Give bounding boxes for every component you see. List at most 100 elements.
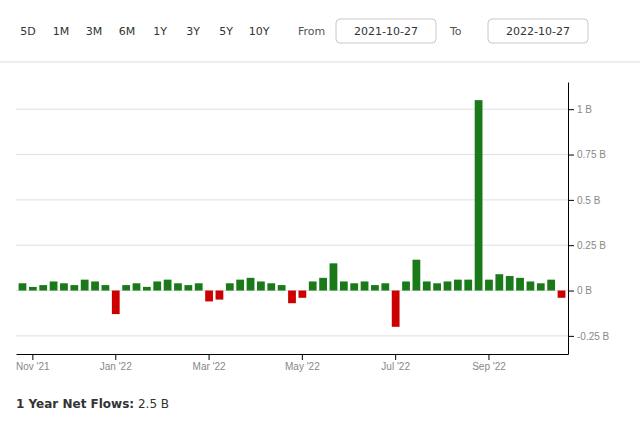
x-tick-label: Jul '22 [381, 361, 410, 372]
bar [102, 285, 110, 290]
bar [444, 281, 452, 290]
bar [267, 283, 275, 290]
bar [236, 280, 244, 291]
bar [371, 285, 379, 290]
y-tick: 0 B [568, 285, 592, 296]
x-tick-label: Jan '22 [100, 361, 132, 372]
bar [174, 283, 182, 290]
header-separator [0, 62, 640, 63]
grid-line [16, 154, 568, 155]
x-tick-label: Mar '22 [193, 361, 226, 372]
bar [392, 291, 400, 327]
x-axis-line [17, 354, 569, 355]
bar [309, 281, 317, 290]
bar [485, 280, 493, 291]
date-value[interactable]: 2021-10-27 [354, 25, 418, 38]
bar [29, 287, 37, 291]
footer-value: 2.5 B [134, 397, 169, 411]
y-tick-label: 1 B [577, 104, 592, 115]
x-tick-mark [209, 354, 210, 360]
bar [433, 283, 441, 290]
chart: 5D 1M 3M 6M 1Y 3Y 5Y 10Y From 2021-10-27 To 2022-10… [0, 0, 640, 426]
period-button[interactable]: 1M [53, 25, 70, 38]
bar [319, 278, 327, 291]
y-tick: 0.5 B [568, 195, 601, 206]
period-button[interactable]: 3M [86, 25, 103, 38]
bar [153, 281, 161, 290]
period-button[interactable]: 6M [119, 25, 136, 38]
bar [133, 283, 141, 290]
bar [122, 285, 130, 290]
y-tick-label: 0.25 B [577, 240, 606, 251]
bar [164, 280, 172, 291]
bar [350, 283, 358, 290]
x-tick-label: Nov '21 [16, 361, 50, 372]
footer: 1 Year Net Flows: 2.5 B [16, 397, 169, 411]
date-value[interactable]: 2022-10-27 [506, 25, 570, 38]
period-button[interactable]: 5Y [219, 25, 233, 38]
y-axis-line [568, 83, 569, 355]
bar [361, 281, 369, 290]
grid-line [16, 335, 568, 336]
y-tick-mark [568, 336, 574, 337]
period-button[interactable]: 5D [20, 25, 35, 38]
date-label: To [449, 25, 462, 38]
y-axis: -0.25 B 0 B 0.25 B 0.5 B 0.75 B 1 B [568, 83, 610, 355]
bar [70, 285, 78, 290]
y-tick-mark [568, 291, 574, 292]
bar [112, 291, 120, 315]
y-tick-label: 0 B [577, 285, 592, 296]
bar [475, 100, 483, 290]
bar [506, 276, 514, 291]
date-box[interactable] [488, 19, 588, 43]
bar [216, 291, 224, 300]
bar [330, 263, 338, 290]
y-tick: 0.25 B [568, 240, 606, 251]
x-tick-mark [488, 354, 489, 360]
bar [547, 280, 555, 291]
y-tick: -0.25 B [568, 331, 610, 342]
bar [454, 280, 462, 291]
bar [558, 291, 566, 298]
x-tick: Mar '22 [193, 354, 226, 372]
period-button[interactable]: 3Y [186, 25, 200, 38]
date-label: From [298, 25, 325, 38]
bar [288, 291, 296, 304]
bar [278, 285, 286, 290]
grid-line [16, 199, 568, 200]
y-tick-mark [568, 109, 574, 110]
y-tick-label: 0.5 B [577, 195, 601, 206]
bar [413, 260, 421, 291]
x-tick-label: Sep '22 [472, 361, 506, 372]
x-tick: Jan '22 [100, 354, 132, 372]
x-tick-mark [115, 354, 116, 360]
y-tick-mark [568, 200, 574, 201]
period-button[interactable]: 1Y [153, 25, 167, 38]
bar [298, 291, 306, 298]
x-tick-mark [395, 354, 396, 360]
grid-line [16, 245, 568, 246]
bar [423, 281, 431, 290]
bar [537, 283, 545, 290]
header: 5D 1M 3M 6M 1Y 3Y 5Y 10Y From 2021-10-27 To 2022-10… [20, 19, 588, 43]
y-tick-label: -0.25 B [577, 331, 610, 342]
date-box[interactable] [336, 19, 436, 43]
x-tick: Jul '22 [381, 354, 410, 372]
bar [247, 278, 255, 291]
x-tick: Nov '21 [16, 354, 50, 372]
bar [143, 287, 151, 291]
y-tick: 1 B [568, 104, 592, 115]
bars [19, 100, 566, 327]
x-axis: Nov '21 Jan '22 Mar '22 May '22 Jul '22 Sep '… [16, 354, 568, 372]
x-tick: Sep '22 [472, 354, 506, 372]
bar [91, 281, 99, 290]
grid [16, 109, 568, 336]
bar [381, 283, 389, 290]
y-tick: 0.75 B [568, 149, 606, 160]
bar [195, 283, 203, 290]
bar [464, 280, 472, 291]
period-button[interactable]: 10Y [249, 25, 270, 38]
x-tick-mark [32, 354, 33, 360]
bar [50, 281, 58, 290]
x-tick: May '22 [285, 354, 320, 372]
